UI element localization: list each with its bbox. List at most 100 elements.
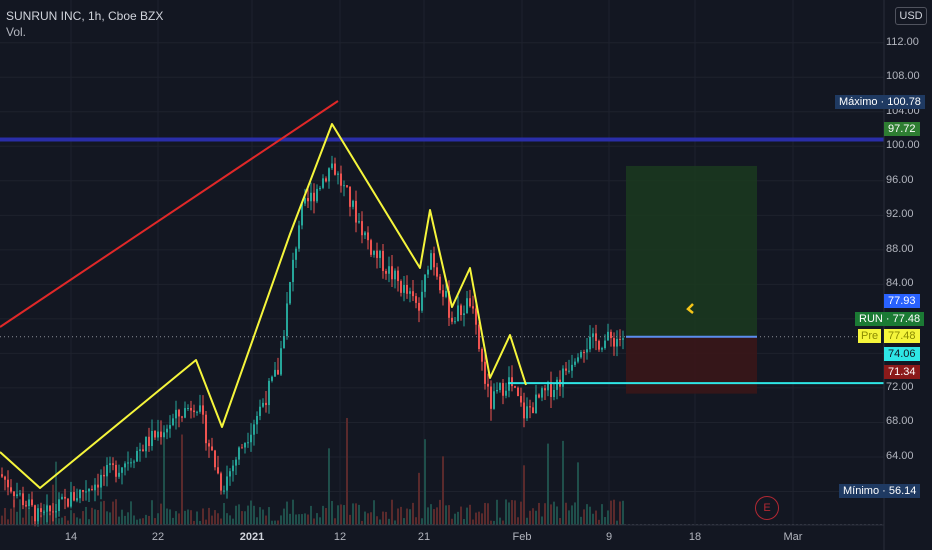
volume-bar: [499, 517, 501, 525]
cursor-chevron-icon[interactable]: [686, 303, 694, 314]
volume-bar: [529, 510, 531, 525]
candle-body: [247, 442, 249, 444]
candle-body: [319, 187, 321, 189]
volume-bar: [115, 499, 117, 525]
time-tick-label: Feb: [512, 531, 532, 543]
candle-body: [556, 379, 558, 390]
current-price-tag: 77.93: [884, 294, 920, 308]
volume-bar: [568, 510, 570, 525]
loss-zone: [626, 336, 757, 394]
volume-bar: [235, 505, 237, 525]
candle-body: [16, 494, 18, 497]
volume-bar: [421, 518, 423, 525]
candle-body: [121, 467, 123, 473]
earnings-icon[interactable]: E: [755, 496, 779, 520]
candle-body: [181, 416, 183, 418]
candle-body: [136, 450, 138, 462]
candle-body: [505, 390, 507, 396]
volume-bar: [352, 503, 354, 525]
candle-body: [469, 298, 471, 307]
volume-bar: [490, 520, 492, 525]
candle-body: [454, 321, 456, 323]
candle-body: [490, 386, 492, 409]
volume-bar: [217, 513, 219, 525]
volume-bar: [346, 417, 348, 525]
candle-body: [7, 479, 9, 488]
volume-bar: [520, 501, 522, 525]
candle-body: [283, 336, 285, 349]
candle-body: [151, 430, 153, 446]
volume-bar: [289, 513, 291, 525]
candle-body: [19, 493, 21, 495]
candle-body: [103, 474, 105, 477]
volume-bar: [367, 513, 369, 525]
volume-bar: [616, 520, 618, 525]
candle-body: [166, 428, 168, 433]
candle-body: [523, 402, 525, 419]
volume-bar: [64, 515, 66, 525]
candle-body: [430, 253, 432, 270]
candle-body: [265, 402, 267, 406]
candle-body: [439, 276, 441, 291]
candle-body: [217, 467, 219, 474]
volume-bar: [604, 517, 606, 525]
candle-body: [421, 291, 423, 311]
volume-bar: [475, 512, 477, 525]
volume-bar: [328, 448, 330, 525]
candles: [1, 155, 624, 527]
candle-body: [598, 340, 600, 350]
volume-bar: [274, 520, 276, 525]
pre-market-label: Pre: [858, 329, 882, 343]
profit-zone: [626, 165, 757, 337]
volume-bar: [349, 514, 351, 525]
volume-bar: [418, 472, 420, 525]
candle-body: [520, 396, 522, 403]
volume-bar: [622, 500, 624, 525]
currency-button[interactable]: USD: [895, 7, 927, 25]
volume-bars: [1, 417, 624, 525]
candle-body: [463, 313, 465, 316]
volume-bar: [334, 518, 336, 525]
candle-body: [133, 461, 135, 463]
volume-bar: [457, 511, 459, 525]
volume-bar: [187, 509, 189, 525]
candle-body: [616, 338, 618, 347]
candle-body: [142, 449, 144, 452]
volume-bar: [31, 516, 33, 525]
candle-body: [190, 408, 192, 411]
volume-bar: [286, 501, 288, 525]
volume-bar: [247, 505, 249, 525]
volume-bar: [535, 510, 537, 525]
candle-body: [427, 269, 429, 275]
candle-body: [28, 499, 30, 507]
volume-bar: [94, 509, 96, 525]
price-tick-label: 100.00: [886, 139, 920, 152]
position-zones: [626, 165, 757, 394]
volume-bar: [139, 518, 141, 525]
volume-bar: [136, 519, 138, 525]
price-tick-label: 112.00: [886, 35, 919, 48]
candle-body: [145, 436, 147, 452]
volume-bar: [331, 500, 333, 525]
candle-body: [13, 491, 15, 497]
volume-bar: [358, 504, 360, 525]
target-price-tag: 97.72: [884, 122, 920, 136]
volume-bar: [571, 505, 573, 525]
volume-bar: [79, 518, 81, 525]
volume-bar: [106, 511, 108, 525]
volume-bar: [373, 500, 375, 525]
candle-body: [220, 473, 222, 491]
candle-body: [499, 383, 501, 390]
candle-body: [397, 270, 399, 282]
volume-bar: [232, 518, 234, 525]
candle-body: [613, 338, 615, 347]
candle-body: [406, 284, 408, 294]
candle-body: [436, 267, 438, 277]
volume-bar: [598, 519, 600, 525]
volume-bar: [109, 512, 111, 525]
candle-body: [235, 459, 237, 466]
candle-body: [541, 388, 543, 398]
volume-bar: [226, 513, 228, 525]
candle-body: [358, 221, 360, 223]
